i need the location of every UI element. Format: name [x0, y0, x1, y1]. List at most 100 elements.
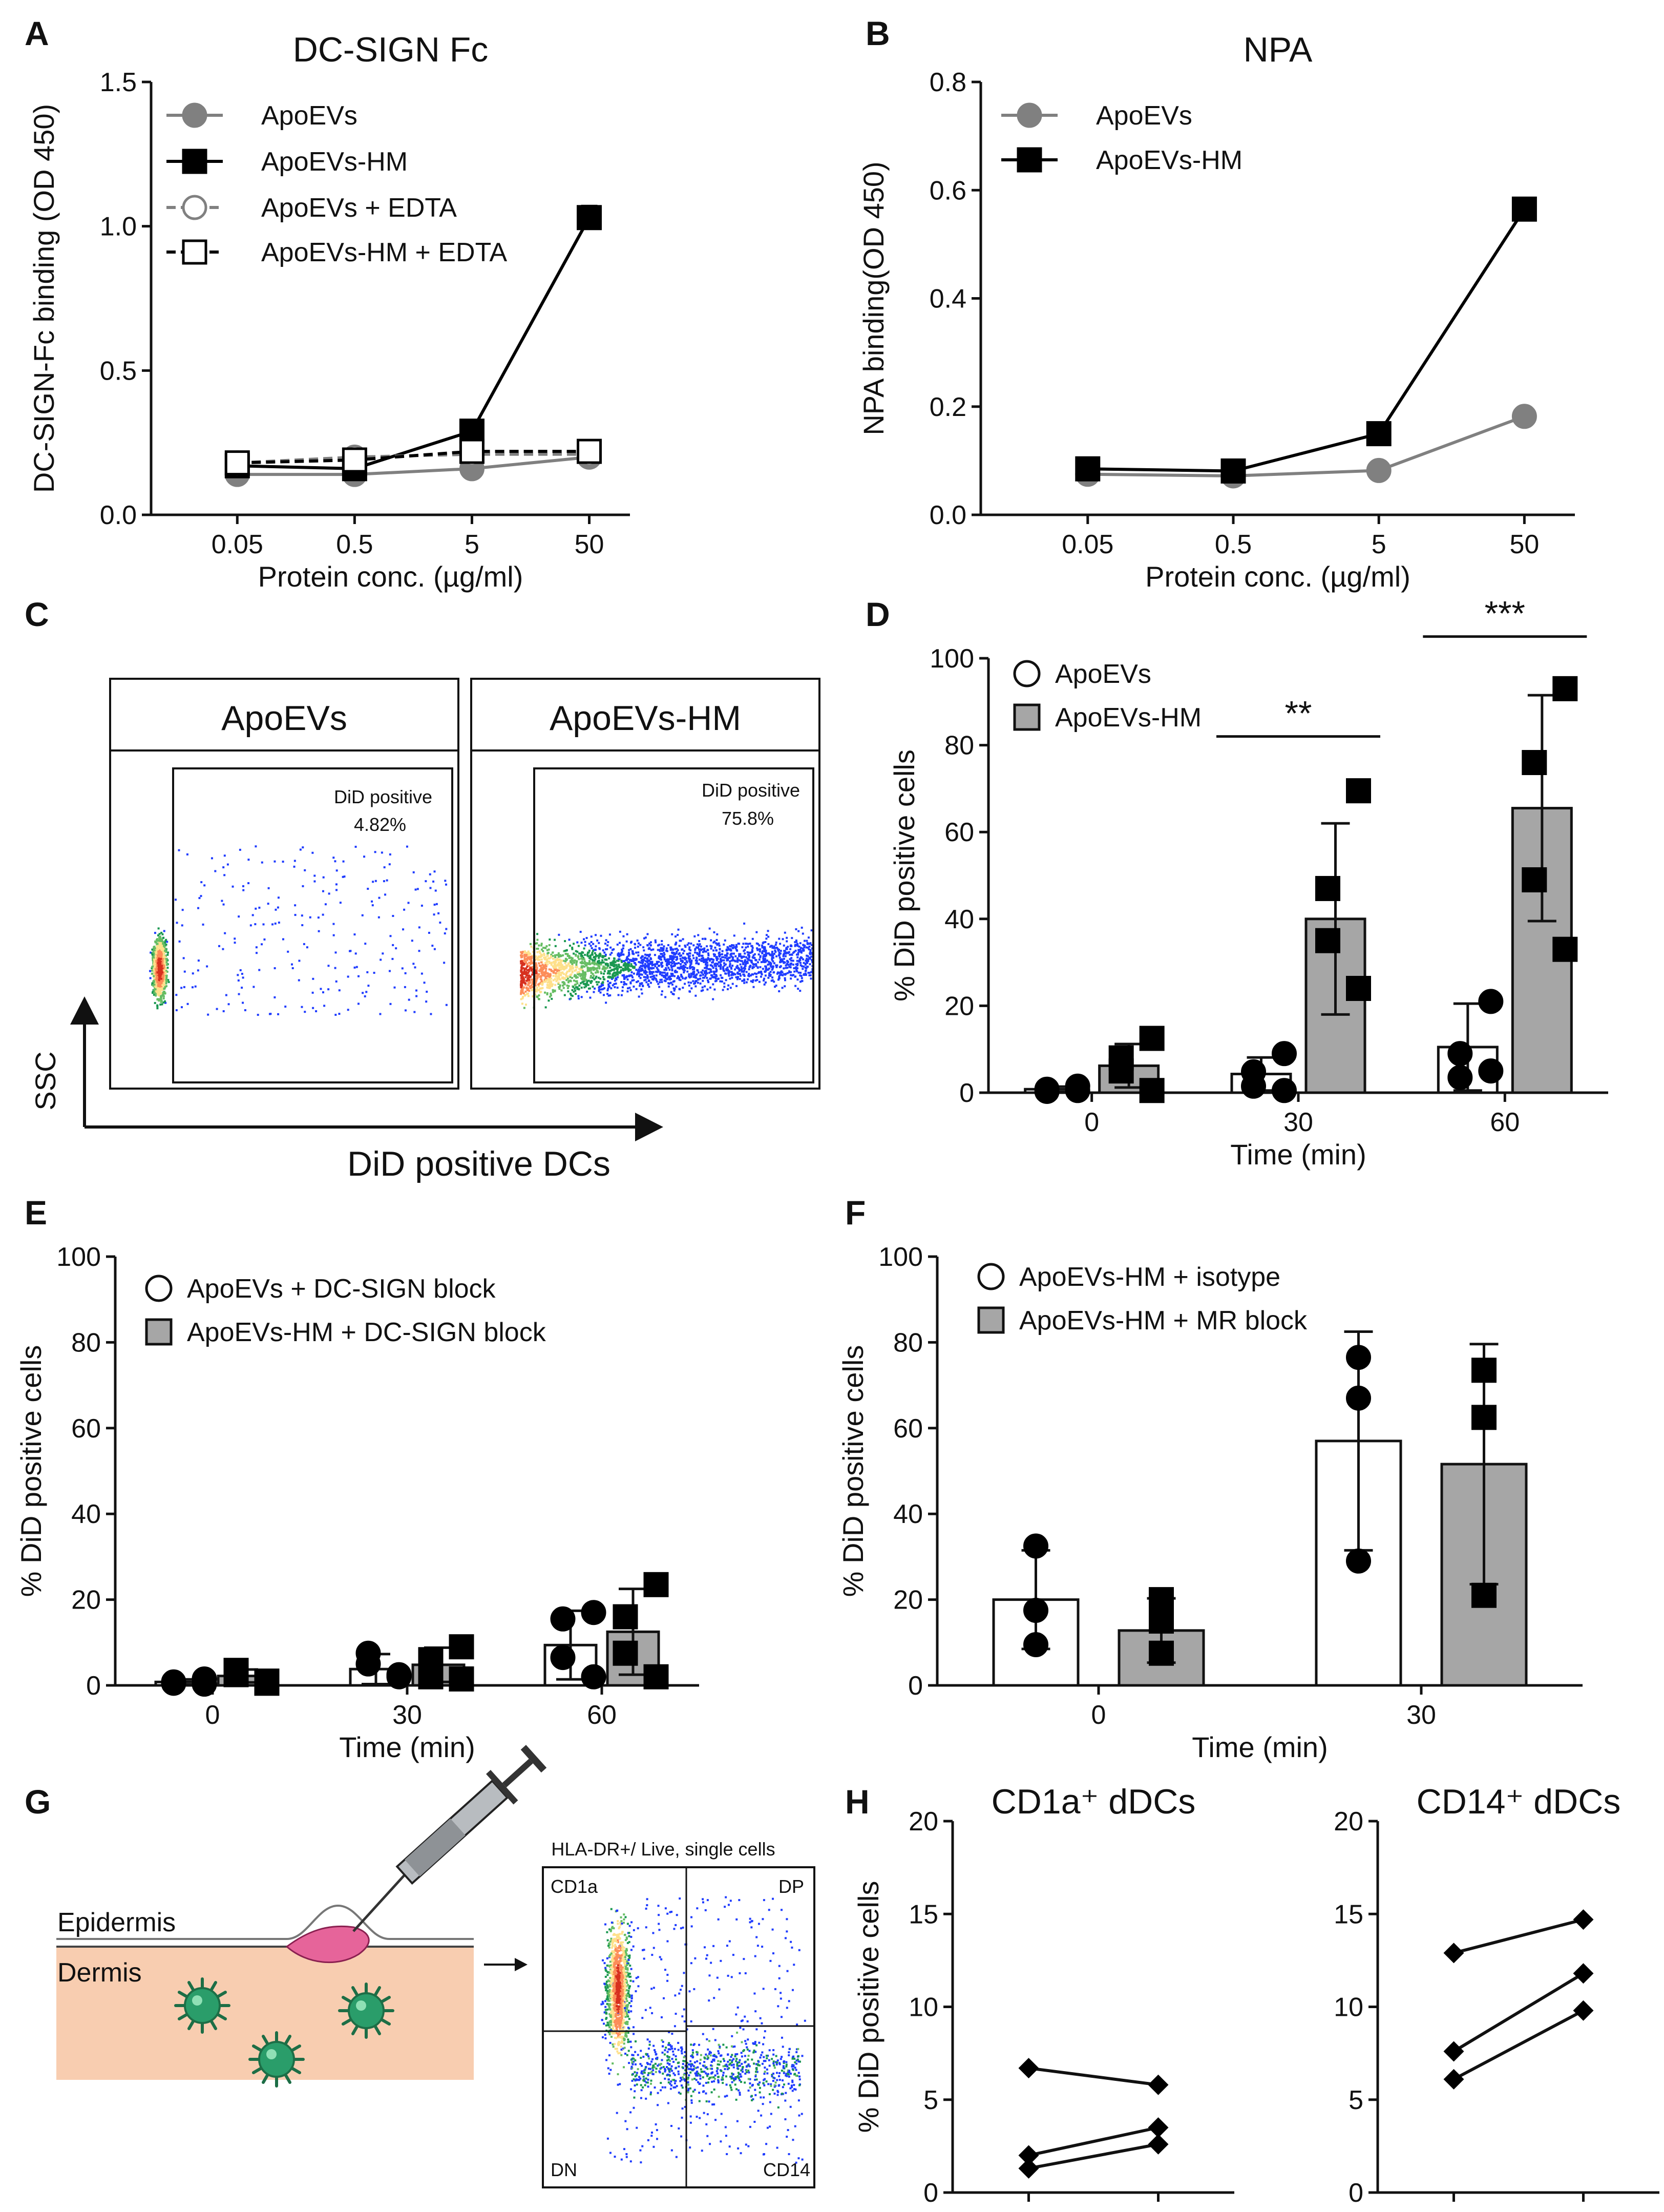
flow-dot [611, 1994, 614, 1996]
x-axis-title: Time (min) [1230, 1138, 1366, 1171]
flow-plot-2 [470, 749, 820, 1090]
flow-dot [558, 986, 560, 989]
x-tick-label: 60 [1490, 1108, 1520, 1137]
flow-dot [612, 960, 615, 963]
flow-dot [724, 956, 727, 959]
flow-dot [523, 953, 526, 956]
flow-dot [312, 977, 314, 980]
flow-dot [550, 985, 552, 988]
flow-dot [744, 937, 746, 940]
flow-dot [197, 969, 199, 972]
flow-dot [672, 2086, 675, 2089]
y-tick-label: 40 [71, 1499, 101, 1529]
flow-dot [256, 952, 258, 954]
flow-dot [778, 956, 781, 959]
flow-dot [714, 2039, 717, 2041]
flow-dot [332, 857, 335, 859]
flow-dot [602, 1959, 604, 1961]
flow-dot [789, 958, 791, 961]
flow-dot [678, 952, 681, 954]
flow-dot [540, 967, 542, 969]
flow-dot [724, 954, 726, 956]
flow-dot [729, 945, 731, 947]
flow-dot [161, 948, 164, 950]
flow-dot [794, 944, 796, 946]
flow-dot [747, 958, 750, 961]
flow-dot [164, 968, 167, 970]
flow-dot [606, 967, 608, 969]
flow-dot [638, 961, 640, 963]
x-tick-label: 5 [465, 530, 479, 559]
flow-dot [553, 970, 555, 972]
flow-dot [574, 984, 576, 986]
flow-dot [589, 980, 592, 983]
flow-dot [715, 2070, 718, 2073]
flow-dot [165, 957, 168, 960]
flow-dot [786, 967, 789, 969]
flow-dot [719, 961, 721, 964]
flow-dot [153, 973, 156, 976]
flow-dot [726, 946, 729, 949]
flow-dot [574, 969, 576, 972]
y-tick-label: 80 [893, 1328, 923, 1358]
flow-dot [623, 977, 626, 980]
flow-dot [573, 979, 575, 982]
flow-dot [613, 1961, 615, 1964]
flow-dot [267, 903, 269, 905]
flow-dot [534, 988, 537, 991]
flow-dot [740, 974, 742, 977]
flow-dot [785, 948, 788, 950]
flow-dot [550, 962, 553, 965]
flow-dot [592, 967, 594, 969]
flow-dot [790, 974, 792, 976]
flow-dot [652, 978, 655, 980]
flow-dots-g [600, 1896, 806, 2164]
flow-dot [672, 980, 675, 983]
flow-dot [546, 963, 549, 966]
data-point-0 [192, 1666, 217, 1692]
flow-dot [652, 964, 655, 966]
flow-dot [738, 1899, 741, 1902]
flow-dot [807, 936, 810, 939]
flow-dot [657, 969, 660, 972]
flow-dot [628, 987, 631, 989]
flow-dot [547, 948, 550, 951]
legend-label-2: ApoEVs + EDTA [261, 193, 457, 223]
flow-dot [743, 960, 746, 963]
flow-dot [527, 956, 530, 958]
flow-dot [163, 962, 166, 965]
flow-dot [525, 951, 528, 954]
flow-dot [534, 972, 537, 975]
flow-dot [150, 951, 152, 954]
flow-dot [616, 987, 619, 989]
flow-dot [524, 973, 526, 975]
flow-dot [731, 956, 734, 958]
flow-dot [712, 967, 714, 969]
flow-dot [769, 975, 772, 977]
flow-dot [318, 930, 320, 932]
dendritic-cell-icon [258, 2041, 295, 2078]
y-tick-label: 20 [893, 1585, 923, 1615]
flow-dot [261, 943, 263, 946]
flow-dot [783, 957, 785, 960]
flow-dot [608, 2026, 611, 2029]
flow-dot [759, 2091, 761, 2094]
flow-dot [720, 958, 722, 961]
flow-dot [624, 2010, 626, 2012]
flow-dot [156, 992, 159, 995]
flow-dot [598, 986, 600, 989]
flow-dot [790, 959, 793, 962]
flow-dot [627, 1974, 630, 1976]
y-tick-label: 1.0 [100, 212, 137, 242]
flow-dot [736, 978, 739, 980]
flow-dot [638, 968, 640, 971]
flow-dot [754, 958, 757, 961]
flow-dot [775, 955, 778, 957]
legend-marker-2 [182, 195, 207, 220]
flow-dot [616, 971, 619, 974]
flow-dot [768, 2049, 771, 2052]
flow-dot [335, 980, 338, 983]
flow-dot [559, 984, 561, 987]
flow-dot [155, 948, 157, 951]
flow-dot [162, 936, 164, 939]
